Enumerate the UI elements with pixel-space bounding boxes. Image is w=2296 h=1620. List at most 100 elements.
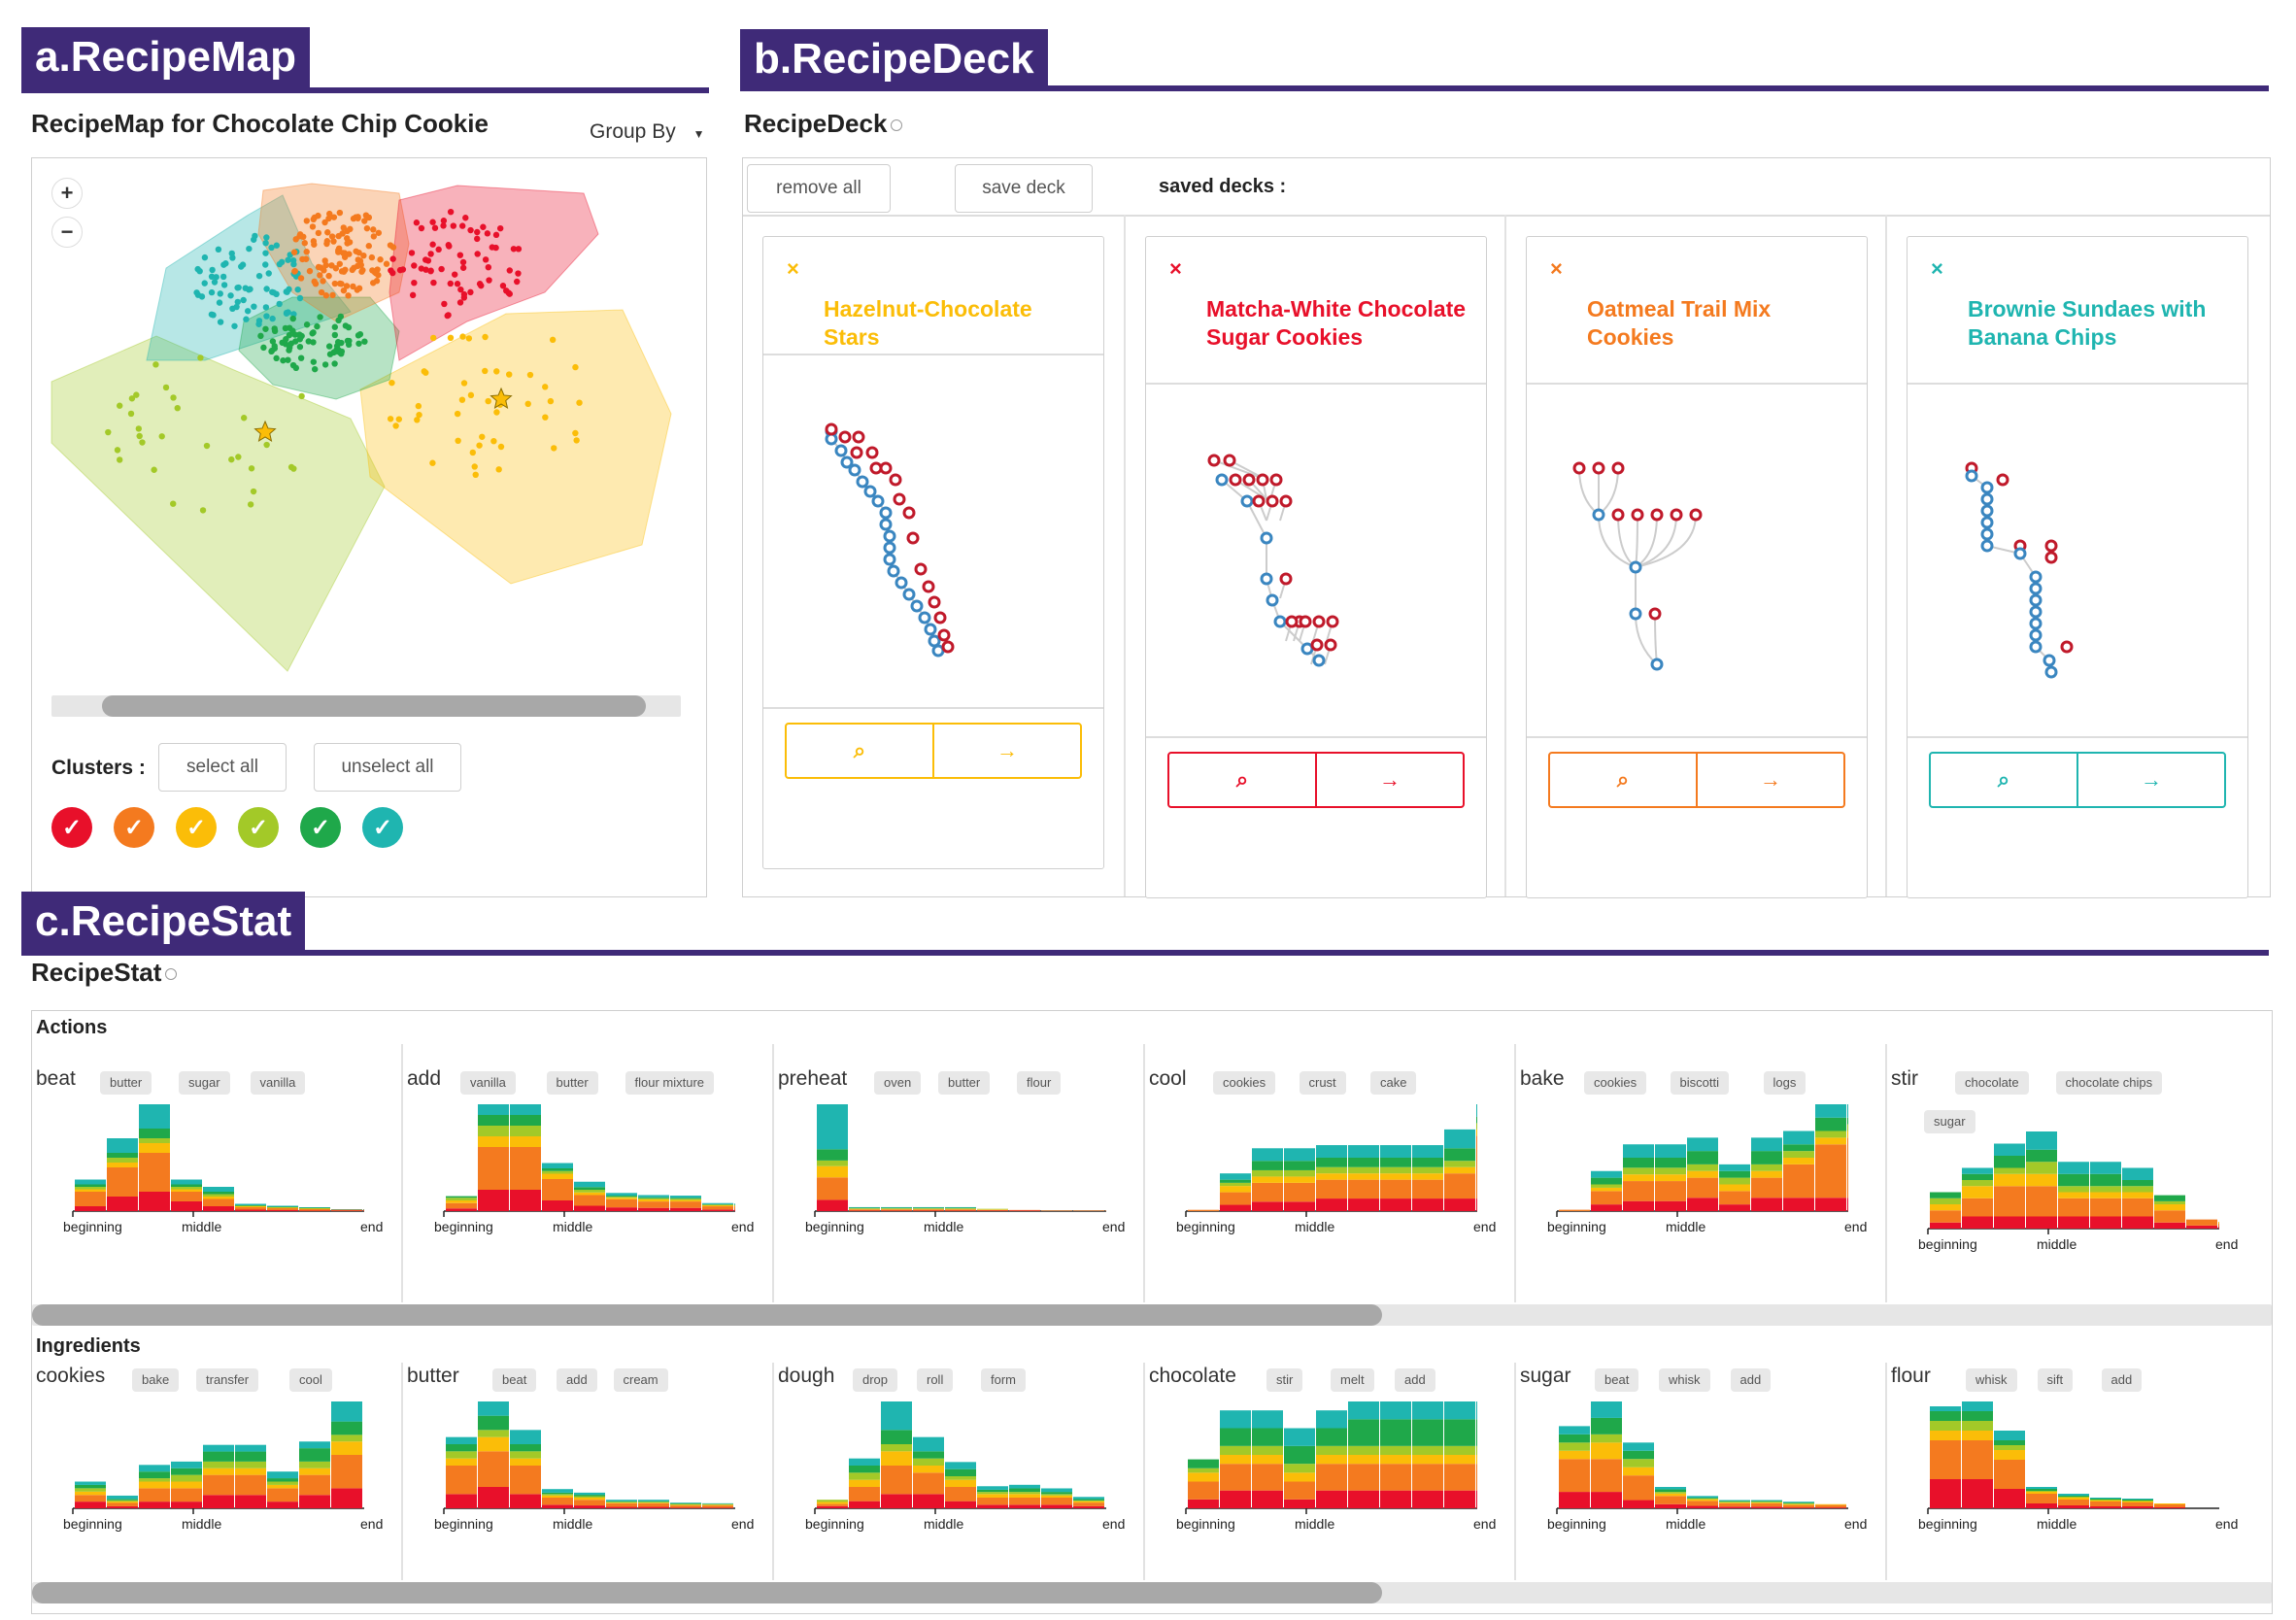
stat-bar-segment[interactable] <box>638 1500 669 1502</box>
stat-bar-segment[interactable] <box>670 1502 701 1504</box>
recipe-point[interactable] <box>151 466 157 473</box>
stat-bar-segment[interactable] <box>881 1207 912 1209</box>
stat-bar-segment[interactable] <box>363 1209 364 1211</box>
related-tag[interactable]: butter <box>546 1071 598 1095</box>
stat-bar-segment[interactable] <box>107 1495 138 1500</box>
stat-bar-segment[interactable] <box>446 1451 477 1459</box>
stat-bar-segment[interactable] <box>817 1199 848 1211</box>
stat-bar-segment[interactable] <box>1783 1151 1814 1158</box>
stat-bar-segment[interactable] <box>2122 1192 2153 1198</box>
recipe-point[interactable] <box>514 278 521 286</box>
stat-bar-segment[interactable] <box>606 1197 637 1198</box>
recipe-point[interactable] <box>344 240 351 247</box>
stat-bar-segment[interactable] <box>2090 1502 2121 1506</box>
ingredient-node[interactable] <box>1324 638 1337 652</box>
stat-bar-segment[interactable] <box>849 1487 880 1502</box>
stat-bar-segment[interactable] <box>1220 1410 1251 1429</box>
open-recipe-button[interactable]: → <box>1698 754 1843 806</box>
stat-bar-segment[interactable] <box>1476 1464 1477 1491</box>
stat-bar-segment[interactable] <box>1041 1504 1072 1508</box>
recipe-point[interactable] <box>330 238 337 245</box>
stat-bar-segment[interactable] <box>1316 1428 1347 1446</box>
recipe-point[interactable] <box>215 246 222 253</box>
recipe-point[interactable] <box>572 363 579 371</box>
ingredient-node[interactable] <box>1279 494 1293 508</box>
stat-bar-segment[interactable] <box>75 1192 106 1206</box>
stat-bar-segment[interactable] <box>331 1209 362 1210</box>
stat-bar-segment[interactable] <box>1994 1431 2025 1440</box>
stat-bar-segment[interactable] <box>1559 1450 1590 1460</box>
stat-bar-segment[interactable] <box>2058 1500 2089 1505</box>
recipe-point[interactable] <box>446 243 453 250</box>
ingredient-node[interactable] <box>1207 454 1221 467</box>
ingredient-node[interactable] <box>1299 615 1312 628</box>
actions-stat-cell[interactable]: add vanilla butter flour mixture beginning mi… <box>405 1044 774 1297</box>
recipe-point[interactable] <box>306 267 314 275</box>
recipe-point[interactable] <box>296 294 304 302</box>
recipe-point[interactable] <box>344 235 351 242</box>
stat-bar-segment[interactable] <box>1252 1445 1283 1455</box>
stat-bar-segment[interactable] <box>1623 1450 1654 1460</box>
cluster-hull[interactable] <box>388 185 599 361</box>
stat-bar-segment[interactable] <box>299 1207 330 1209</box>
stat-bar-segment[interactable] <box>2090 1499 2121 1500</box>
stat-bar-segment[interactable] <box>235 1205 266 1206</box>
stat-bar-segment[interactable] <box>1412 1490 1443 1508</box>
stat-bar-segment[interactable] <box>446 1494 477 1508</box>
stat-bar-segment[interactable] <box>75 1179 106 1185</box>
recipe-point[interactable] <box>268 348 275 355</box>
recipe-point[interactable] <box>265 270 272 277</box>
stat-bar-segment[interactable] <box>1284 1201 1315 1211</box>
recipe-point[interactable] <box>355 262 361 270</box>
stat-bar-segment[interactable] <box>1252 1455 1283 1465</box>
stat-bar-segment[interactable] <box>510 1136 541 1147</box>
stat-bar-segment[interactable] <box>2122 1506 2153 1508</box>
recipe-point[interactable] <box>388 267 394 274</box>
stat-bar-segment[interactable] <box>2026 1503 2057 1508</box>
ingredients-stat-cell[interactable]: dough drop roll form beginning middle end <box>776 1341 1145 1594</box>
cluster-toggle-3[interactable]: ✓ <box>176 807 217 848</box>
stat-bar-segment[interactable] <box>331 1209 362 1211</box>
stat-bar-segment[interactable] <box>913 1209 944 1211</box>
stat-bar-segment[interactable] <box>2026 1491 2057 1492</box>
recipe-point[interactable] <box>321 257 328 264</box>
stat-bar-segment[interactable] <box>1687 1170 1718 1178</box>
stat-bar-segment[interactable] <box>2154 1503 2185 1504</box>
step-node[interactable] <box>879 506 893 520</box>
ingredients-stat-cell[interactable]: flour whisk sift add beginning middle end <box>1889 1341 2258 1594</box>
step-node[interactable] <box>1592 508 1605 522</box>
step-node[interactable] <box>1965 469 1978 483</box>
stat-bar-segment[interactable] <box>75 1488 106 1492</box>
stat-bar-segment[interactable] <box>702 1505 733 1508</box>
recipe-point[interactable] <box>283 288 289 295</box>
recipe-point[interactable] <box>476 442 483 449</box>
ingredient-node[interactable] <box>1648 607 1662 621</box>
step-node[interactable] <box>1266 593 1279 607</box>
stat-bar-segment[interactable] <box>1994 1156 2025 1168</box>
stat-bar-segment[interactable] <box>1623 1459 1654 1468</box>
stat-bar-segment[interactable] <box>1783 1502 1814 1504</box>
ingredient-node[interactable] <box>914 562 928 576</box>
stat-bar-segment[interactable] <box>1687 1496 1718 1498</box>
recipe-point[interactable] <box>365 243 372 250</box>
recipe-point[interactable] <box>324 229 331 236</box>
step-node[interactable] <box>883 541 896 555</box>
stat-bar-segment[interactable] <box>1444 1419 1475 1446</box>
zoom-recipe-button[interactable]: ⌕ <box>1169 754 1317 806</box>
stat-bar-segment[interactable] <box>670 1201 701 1208</box>
recipe-point[interactable] <box>369 280 377 287</box>
recipe-point[interactable] <box>260 344 267 352</box>
recipe-point[interactable] <box>331 280 339 287</box>
recipe-point[interactable] <box>549 336 557 344</box>
stat-bar-segment[interactable] <box>1073 1497 1104 1500</box>
stat-bar-segment[interactable] <box>1380 1198 1411 1211</box>
stat-bar-segment[interactable] <box>1655 1174 1686 1182</box>
stat-bar-segment[interactable] <box>1476 1135 1477 1199</box>
stat-bar-segment[interactable] <box>107 1502 138 1506</box>
recipe-point[interactable] <box>174 404 181 412</box>
stat-bar-segment[interactable] <box>171 1481 202 1489</box>
stat-bar-segment[interactable] <box>1073 1502 1104 1506</box>
stat-bar-segment[interactable] <box>817 1503 848 1506</box>
related-tag[interactable]: whisk <box>1966 1368 2017 1392</box>
stat-bar-segment[interactable] <box>574 1496 605 1498</box>
